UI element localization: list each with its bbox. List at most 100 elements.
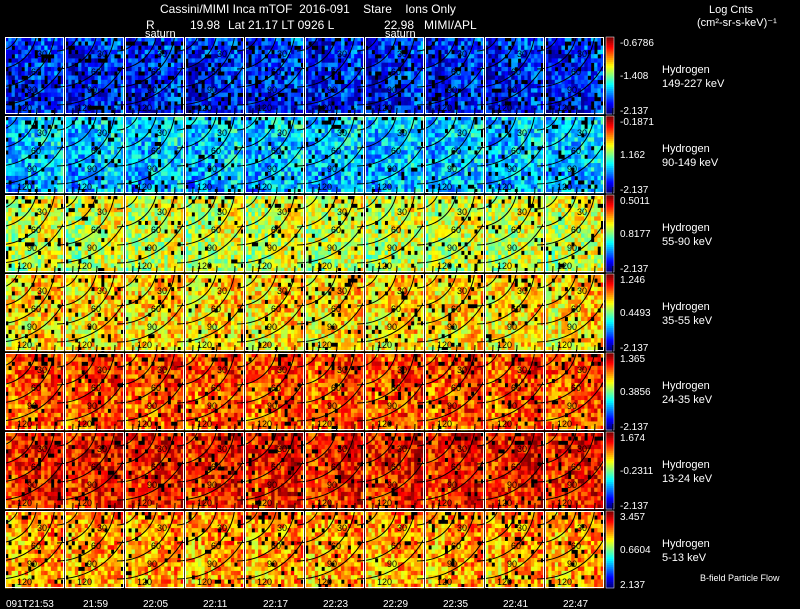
- contour-label: 30: [337, 207, 347, 217]
- colorbar-min-label: -2.137: [620, 343, 649, 354]
- contour-label: 60: [451, 541, 461, 551]
- contour-label: 30: [397, 444, 407, 454]
- colorbar-max-label: 1.674: [620, 433, 645, 444]
- units-title: Log Cnts: [709, 4, 753, 17]
- contour-label: 60: [271, 383, 281, 393]
- contour-label: 30: [337, 444, 347, 454]
- contour-label: 120: [137, 103, 152, 113]
- contour-label: 120: [257, 103, 272, 113]
- contour-label: 90: [507, 559, 517, 569]
- contour-label: 90: [387, 559, 397, 569]
- contour-label: 120: [77, 261, 92, 271]
- contour-label: 90: [327, 243, 337, 253]
- contour-label: 30: [277, 365, 287, 375]
- contour-label: 30: [397, 365, 407, 375]
- contour-label: 120: [437, 419, 452, 429]
- contour-label: 30: [97, 286, 107, 296]
- contour-label: 120: [437, 103, 452, 113]
- image-panel: 30 60 90 120: [416, 107, 494, 194]
- image-panel: 30 60 90 120: [56, 28, 134, 115]
- image-panel: 30 60 90 120: [476, 423, 554, 510]
- contour-label: 60: [391, 541, 401, 551]
- contour-label: 90: [267, 85, 277, 95]
- contour-label: 120: [197, 182, 212, 192]
- contour-label: 60: [91, 383, 101, 393]
- species-label: Hydrogen: [662, 64, 710, 76]
- contour-label: 90: [27, 559, 37, 569]
- contour-label: 120: [317, 419, 332, 429]
- contour-label: 30: [337, 286, 347, 296]
- colorbar: 1.246 0.4493 -2.137: [605, 273, 651, 354]
- contour-label: 90: [147, 401, 157, 411]
- contour-label: 60: [451, 146, 461, 156]
- contour-label: 90: [207, 85, 217, 95]
- contour-label: 60: [511, 225, 521, 235]
- contour-label: 30: [97, 128, 107, 138]
- contour-label: 120: [257, 261, 272, 271]
- contour-label: 60: [331, 304, 341, 314]
- image-panel: 30 60 90 120: [536, 186, 614, 273]
- contour-label: 60: [331, 462, 341, 472]
- contour-label: 120: [257, 419, 272, 429]
- contour-label: 120: [557, 340, 572, 350]
- contour-label: 120: [437, 340, 452, 350]
- image-panel: 30 60 90 120: [176, 423, 254, 510]
- contour-label: 90: [387, 322, 397, 332]
- contour-label: 30: [217, 207, 227, 217]
- image-panel: 30 60 90 120: [476, 28, 554, 115]
- contour-label: 120: [377, 340, 392, 350]
- colorbar: -0.6786 -1.408 -2.137: [605, 36, 654, 117]
- contour-label: 30: [37, 49, 47, 59]
- image-panel: 30 60 90 120: [356, 186, 434, 273]
- contour-label: 120: [77, 577, 92, 587]
- contour-label: 60: [151, 541, 161, 551]
- contour-label: 120: [377, 103, 392, 113]
- time-tick-label: 22:11: [203, 599, 228, 609]
- contour-label: 90: [147, 480, 157, 490]
- contour-label: 60: [451, 383, 461, 393]
- contour-label: 60: [91, 67, 101, 77]
- contour-label: 30: [577, 128, 587, 138]
- contour-label: 120: [257, 182, 272, 192]
- contour-label: 90: [207, 480, 217, 490]
- contour-label: 90: [447, 164, 457, 174]
- contour-label: 90: [147, 559, 157, 569]
- contour-label: 90: [267, 401, 277, 411]
- contour-label: 30: [37, 286, 47, 296]
- contour-label: 30: [37, 128, 47, 138]
- contour-label: 30: [577, 444, 587, 454]
- contour-label: 90: [387, 85, 397, 95]
- contour-label: 60: [91, 304, 101, 314]
- image-panel: 30 60 90 120: [476, 186, 554, 273]
- energy-row: 30 60 90 120 30 60 90 120 30 60 90 120 30 60 90 120 30 60…: [0, 186, 614, 273]
- contour-label: 60: [211, 146, 221, 156]
- species-label: Hydrogen: [662, 301, 710, 313]
- contour-label: 90: [507, 243, 517, 253]
- contour-label: 90: [387, 164, 397, 174]
- contour-label: 60: [571, 67, 581, 77]
- contour-label: 120: [17, 103, 32, 113]
- contour-label: 60: [211, 225, 221, 235]
- contour-label: 90: [27, 480, 37, 490]
- contour-label: 120: [497, 340, 512, 350]
- contour-label: 60: [151, 462, 161, 472]
- contour-label: 30: [37, 523, 47, 533]
- colorbar-mid-label: 0.8177: [620, 229, 651, 240]
- units-label: (cm²-sr-s-keV)⁻¹: [697, 17, 777, 30]
- contour-label: 90: [87, 85, 97, 95]
- contour-label: 120: [497, 103, 512, 113]
- contour-label: 120: [557, 577, 572, 587]
- contour-label: 60: [331, 225, 341, 235]
- contour-label: 30: [157, 444, 167, 454]
- contour-label: 30: [157, 286, 167, 296]
- species-label: Hydrogen: [662, 380, 710, 392]
- contour-label: 90: [87, 164, 97, 174]
- contour-label: 90: [387, 480, 397, 490]
- image-panel: 30 60 90 120: [296, 423, 374, 510]
- species-label: Hydrogen: [662, 459, 710, 471]
- contour-label: 120: [17, 577, 32, 587]
- image-panel: 30 60 90 120: [56, 107, 134, 194]
- contour-label: 60: [271, 541, 281, 551]
- contour-label: 90: [267, 322, 277, 332]
